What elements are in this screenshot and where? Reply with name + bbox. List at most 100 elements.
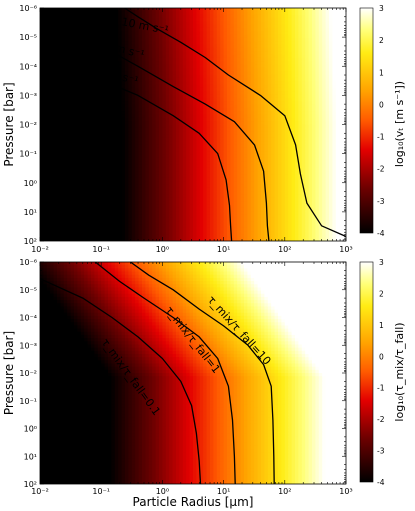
heatmap-cell [172,107,177,112]
heatmap-cell [128,191,133,195]
heatmap-cell [240,214,245,219]
heatmap-cell [121,207,126,212]
heatmap-cell [53,17,58,22]
heatmap-cell [206,114,211,119]
heatmap-cell [227,44,231,49]
heatmap-cell [94,101,99,106]
heatmap-cell [162,8,167,12]
heatmap-cell [165,181,170,186]
heatmap-cell [165,74,170,79]
heatmap-cell [257,84,262,89]
heatmap-cell [118,224,123,229]
heatmap-cell [196,187,201,192]
heatmap-cell [172,164,177,169]
heatmap-cell [57,17,61,22]
heatmap-cell [230,24,235,29]
heatmap-cell [148,214,153,219]
heatmap-cell [74,144,78,149]
heatmap-cell [196,74,201,79]
heatmap-cell [63,91,68,96]
heatmap-cell [46,231,51,235]
heatmap-cell [193,101,197,106]
heatmap-cell [278,77,282,82]
heatmap-cell [182,154,187,159]
heatmap-cell [94,17,99,22]
heatmap-cell [257,87,262,92]
heatmap-cell [216,117,221,122]
heatmap-cell [193,161,197,166]
heatmap-cell [216,101,221,106]
heatmap-cell [94,134,99,139]
heatmap-cell [176,67,180,72]
heatmap-cell [210,57,214,62]
heatmap-cell [179,107,184,112]
heatmap-cell [145,164,150,169]
heatmap-cell [176,211,180,215]
heatmap-cell [142,94,146,99]
heatmap-cell [213,91,218,96]
heatmap-cell [247,231,252,235]
heatmap-cell [148,207,153,212]
heatmap-cell [128,34,133,39]
heatmap-cell [203,194,208,199]
heatmap-cell [159,67,163,72]
heatmap-cell [43,221,48,225]
heatmap-cell [237,81,242,86]
heatmap-cell [128,67,133,72]
heatmap-cell [199,187,204,192]
heatmap-cell [84,141,89,146]
heatmap-cell [63,54,68,59]
heatmap-cell [104,74,109,79]
heatmap-cell [114,37,119,42]
heatmap-cell [264,184,269,189]
heatmap-cell [172,224,177,229]
heatmap-cell [227,21,231,26]
heatmap-cell [91,54,95,59]
heatmap-cell [274,27,279,32]
heatmap-cell [50,201,55,205]
heatmap-cell [118,184,123,189]
heatmap-cell [240,97,245,102]
heatmap-cell [281,67,286,72]
heatmap-cell [250,114,255,119]
heatmap-cell [159,91,163,96]
heatmap-cell [244,17,248,22]
heatmap-cell [199,201,204,205]
heatmap-cell [114,204,119,209]
heatmap-cell [84,21,89,26]
heatmap-cell [257,177,262,182]
heatmap-cell [91,191,95,195]
heatmap-cell [254,177,259,182]
heatmap-cell [227,194,231,199]
heatmap-cell [155,181,160,186]
heatmap-cell [274,17,279,22]
heatmap-cell [165,197,170,202]
heatmap-cell [145,204,150,209]
heatmap-cell [240,61,245,66]
heatmap-cell [97,101,102,106]
heatmap-cell [254,237,259,241]
heatmap-cell [162,197,167,202]
heatmap-cell [223,27,228,32]
heatmap-cell [210,107,214,112]
heatmap-cell [247,37,252,42]
heatmap-cell [233,204,238,209]
heatmap-cell [152,207,157,212]
heatmap-cell [230,31,235,36]
heatmap-cell [162,124,167,129]
heatmap-cell [104,47,109,52]
heatmap-cell [165,24,170,29]
heatmap-cell [162,54,167,59]
heatmap-cell [271,17,276,22]
heatmap-cell [244,47,248,52]
heatmap-cell [199,27,204,32]
heatmap-cell [274,187,279,192]
heatmap-cell [104,121,109,126]
heatmap-cell [267,211,272,215]
heatmap-cell [203,81,208,86]
heatmap-cell [77,37,82,42]
heatmap-cell [257,114,262,119]
heatmap-cell [67,231,72,235]
heatmap-cell [227,214,231,219]
heatmap-cell [264,157,269,162]
